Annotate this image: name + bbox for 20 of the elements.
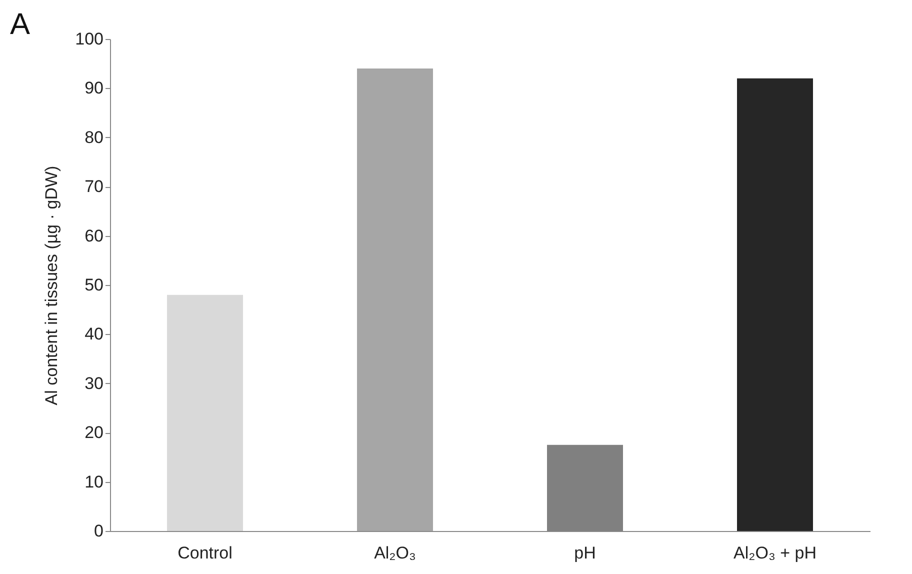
y-tick-label: 60 — [84, 226, 104, 246]
bar — [167, 294, 243, 531]
y-tick-label: 30 — [84, 374, 104, 393]
x-tick-label: pH — [574, 544, 596, 562]
y-tick-label: 0 — [94, 522, 104, 540]
chart-title: A — [10, 8, 30, 41]
x-tick-label: Control — [178, 544, 232, 562]
x-tick-label: Al₂O₃ — [374, 544, 416, 562]
y-tick-label: 40 — [84, 324, 104, 344]
y-tick-label: 90 — [84, 78, 104, 98]
y-tick-label: 70 — [84, 177, 104, 196]
y-tick-label: 10 — [84, 472, 104, 492]
bar — [357, 68, 433, 531]
y-tick-label: 100 — [75, 30, 104, 48]
y-axis-title: Al content in tissues (µg · gDW) — [42, 166, 62, 406]
y-tick-label: 20 — [84, 423, 104, 442]
y-tick-label: 80 — [84, 128, 104, 147]
x-tick-label: Al₂O₃ + pH — [734, 544, 816, 562]
bar — [737, 78, 813, 531]
y-tick-label: 50 — [84, 276, 104, 294]
